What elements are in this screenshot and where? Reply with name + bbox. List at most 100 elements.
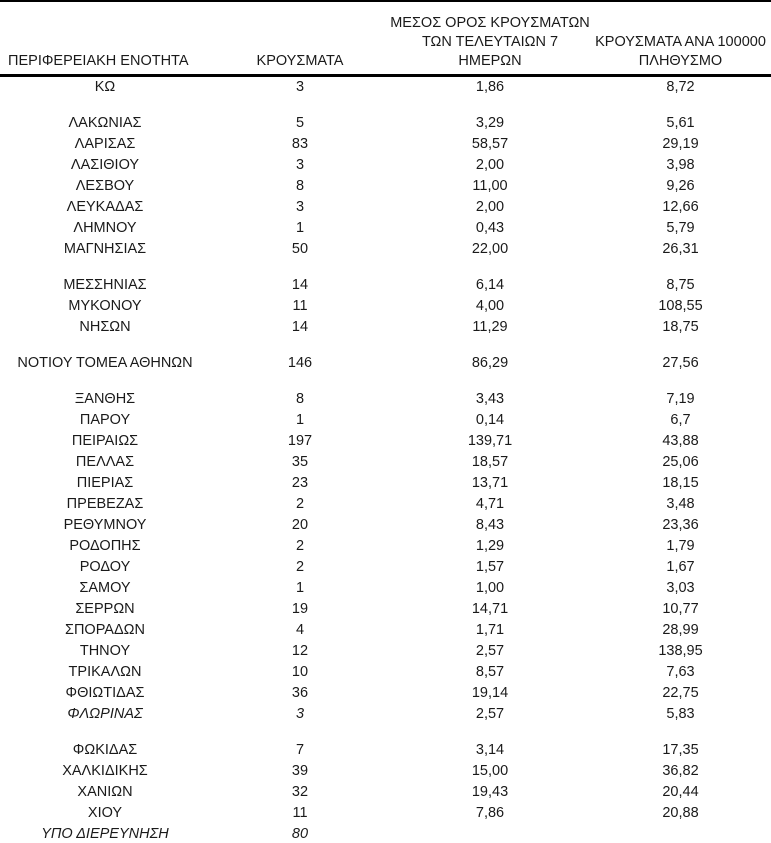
cases-cell: 50 [291,241,309,257]
cases-cell: 19 [291,601,309,617]
region-cell: ΝΟΤΙΟΥ ΤΟΜΕΑ ΑΘΗΝΩΝ [17,355,193,371]
avg7-cell: 3,43 [475,391,505,407]
cases-cell: 5 [295,115,305,131]
region-cell: ΠΡΕΒΕΖΑΣ [66,496,144,512]
per100k-cell: 18,75 [662,319,699,335]
per100k-cell: 7,19 [666,391,695,407]
cases-cell: 14 [291,319,309,335]
per100k-cell: 22,75 [662,685,699,701]
avg7-cell: 0,14 [475,412,505,428]
table-row: ΧΑΝΙΩΝ 32 19,43 20,44 [0,782,771,803]
avg7-cell: 1,57 [475,559,505,575]
avg7-cell: 1,29 [475,538,505,554]
spacer-cell [0,98,771,113]
region-cell: ΡΕΘΥΜΝΟΥ [63,517,147,533]
avg7-cell: 4,71 [475,496,505,512]
per100k-cell: 10,77 [662,601,699,617]
per100k-cell: 28,99 [662,622,699,638]
per100k-cell: 5,79 [666,220,695,236]
cases-cell: 3 [295,79,305,95]
cases-cell: 2 [295,538,305,554]
table-row: ΠΑΡΟΥ 1 0,14 6,7 [0,410,771,431]
per100k-cell: 20,88 [662,805,699,821]
per100k-cell: 1,67 [666,559,695,575]
per100k-cell: 5,61 [666,115,695,131]
per100k-cell: 23,36 [662,517,699,533]
region-cell: ΚΩ [94,79,116,95]
table-row: ΛΑΣΙΘΙΟΥ 3 2,00 3,98 [0,155,771,176]
avg7-cell: 11,00 [472,178,508,194]
header-per100k: ΚΡΟΥΣΜΑΤΑ ΑΝΑ 100000 ΠΛΗΘΥΣΜΟ [590,1,771,77]
region-cell: ΞΑΝΘΗΣ [74,391,136,407]
region-cell: ΦΛΩΡΙΝΑΣ [67,706,143,722]
table-row: ΡΟΔΟΠΗΣ 2 1,29 1,79 [0,536,771,557]
region-cell: ΡΟΔΟΥ [79,559,131,575]
cases-cell: 146 [287,355,313,371]
region-cell: ΛΑΚΩΝΙΑΣ [68,115,142,131]
region-cell: ΦΩΚΙΔΑΣ [72,742,138,758]
spacer-row [0,725,771,740]
avg7-cell: 2,57 [475,706,505,722]
region-cell: ΡΟΔΟΠΗΣ [69,538,141,554]
avg7-cell: 3,29 [475,115,505,131]
header-region: ΠΕΡΙΦΕΡΕΙΑΚΗ ΕΝΟΤΗΤΑ [0,1,210,77]
per100k-cell: 20,44 [662,784,699,800]
region-cell: ΛΗΜΝΟΥ [73,220,137,236]
region-cell: ΣΠΟΡΑΔΩΝ [65,622,145,638]
spacer-cell [0,374,771,389]
spacer-row [0,338,771,353]
cases-cell: 14 [291,277,309,293]
table-row: ΜΑΓΝΗΣΙΑΣ 50 22,00 26,31 [0,239,771,260]
table-row: ΞΑΝΘΗΣ 8 3,43 7,19 [0,389,771,410]
header-row: ΠΕΡΙΦΕΡΕΙΑΚΗ ΕΝΟΤΗΤΑ ΚΡΟΥΣΜΑΤΑ ΜΕΣΟΣ ΟΡΟ… [0,1,771,77]
region-cell: ΛΕΥΚΑΔΑΣ [66,199,144,215]
cases-cell: 2 [295,496,305,512]
table-row: ΛΑΡΙΣΑΣ 83 58,57 29,19 [0,134,771,155]
region-cell: ΤΡΙΚΑΛΩΝ [68,664,142,680]
region-cell: ΜΕΣΣΗΝΙΑΣ [63,277,147,293]
cases-cell: 35 [291,454,309,470]
avg7-cell: 3,14 [475,742,505,758]
table-row: ΛΗΜΝΟΥ 1 0,43 5,79 [0,218,771,239]
cases-cell: 2 [295,559,305,575]
table-row: ΤΡΙΚΑΛΩΝ 10 8,57 7,63 [0,662,771,683]
avg7-cell: 1,86 [475,79,505,95]
cases-cell: 83 [291,136,309,152]
cases-cell: 1 [295,220,305,236]
spacer-row [0,98,771,113]
cases-cell: 20 [291,517,309,533]
region-cell: ΛΕΣΒΟΥ [75,178,135,194]
table-row: ΜΕΣΣΗΝΙΑΣ 14 6,14 8,75 [0,275,771,296]
region-cell: ΠΕΛΛΑΣ [75,454,135,470]
cases-cell: 197 [287,433,313,449]
region-cell: ΥΠΟ ΔΙΕΡΕΥΝΗΣΗ [41,826,169,842]
region-cell: ΜΑΓΝΗΣΙΑΣ [63,241,147,257]
per100k-cell: 9,26 [666,178,695,194]
cases-cell: 7 [295,742,305,758]
table-row: ΠΕΙΡΑΙΩΣ 197 139,71 43,88 [0,431,771,452]
region-cell: ΝΗΣΩΝ [79,319,131,335]
table-row: ΠΕΛΛΑΣ 35 18,57 25,06 [0,452,771,473]
spacer-row [0,260,771,275]
per100k-cell: 5,83 [666,706,695,722]
table-row: ΛΕΥΚΑΔΑΣ 3 2,00 12,66 [0,197,771,218]
cases-cell: 4 [295,622,305,638]
per100k-cell: 8,72 [666,79,695,95]
region-cell: ΣΕΡΡΩΝ [75,601,135,617]
avg7-cell: 2,57 [475,643,505,659]
avg7-cell: 1,00 [475,580,505,596]
cases-cell: 8 [295,391,305,407]
cases-cell: 1 [295,412,305,428]
avg7-cell: 4,00 [475,298,505,314]
per100k-cell: 26,31 [662,241,699,257]
avg7-cell: 139,71 [467,433,513,449]
cases-cell: 11 [292,805,308,821]
table-row: ΠΡΕΒΕΖΑΣ 2 4,71 3,48 [0,494,771,515]
region-cell: ΠΕΙΡΑΙΩΣ [71,433,139,449]
avg7-cell: 18,57 [471,454,509,470]
avg7-cell: 2,00 [475,199,505,215]
cases-cell: 8 [295,178,305,194]
avg7-cell: 11,29 [472,319,508,335]
